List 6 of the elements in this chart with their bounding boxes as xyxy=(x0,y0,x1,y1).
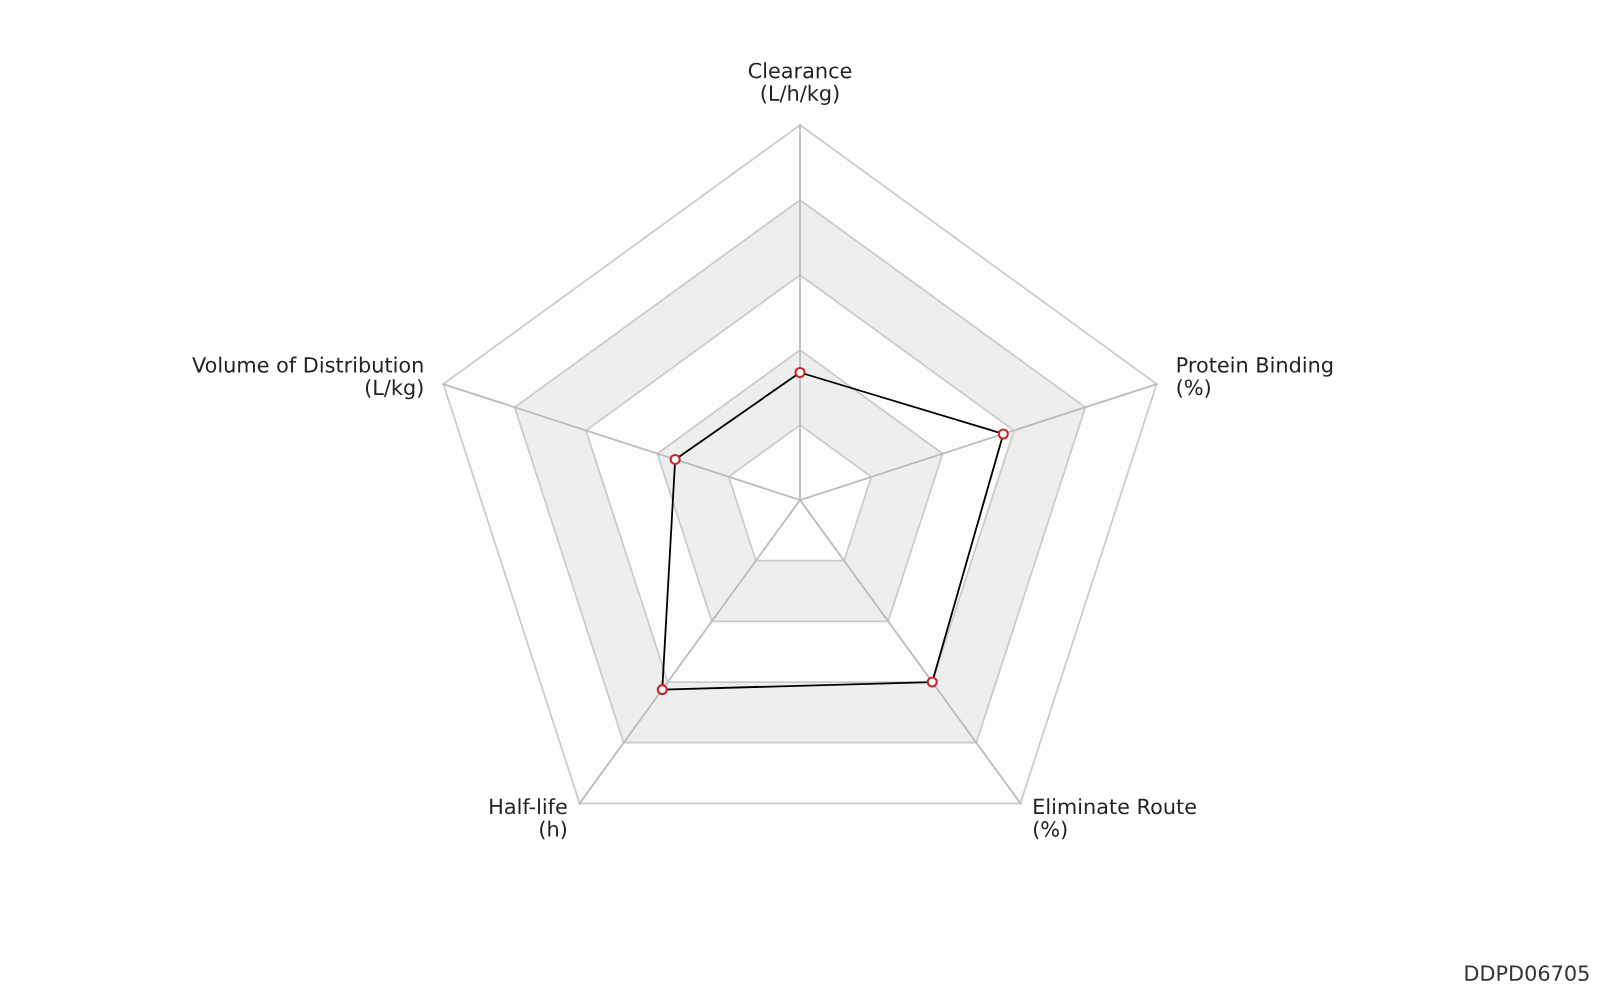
spoke-label: Volume of Distribution (L/kg) xyxy=(192,356,423,400)
text: DDPD06705 xyxy=(1465,965,1589,982)
spoke-label: Half-life (h) xyxy=(490,798,567,840)
spoke-label: Protein Binding (%) xyxy=(1177,356,1333,398)
spoke-label: Clearance (L/h/kg) xyxy=(748,62,852,105)
spoke-label: Eliminate Route (%) xyxy=(1033,798,1196,840)
